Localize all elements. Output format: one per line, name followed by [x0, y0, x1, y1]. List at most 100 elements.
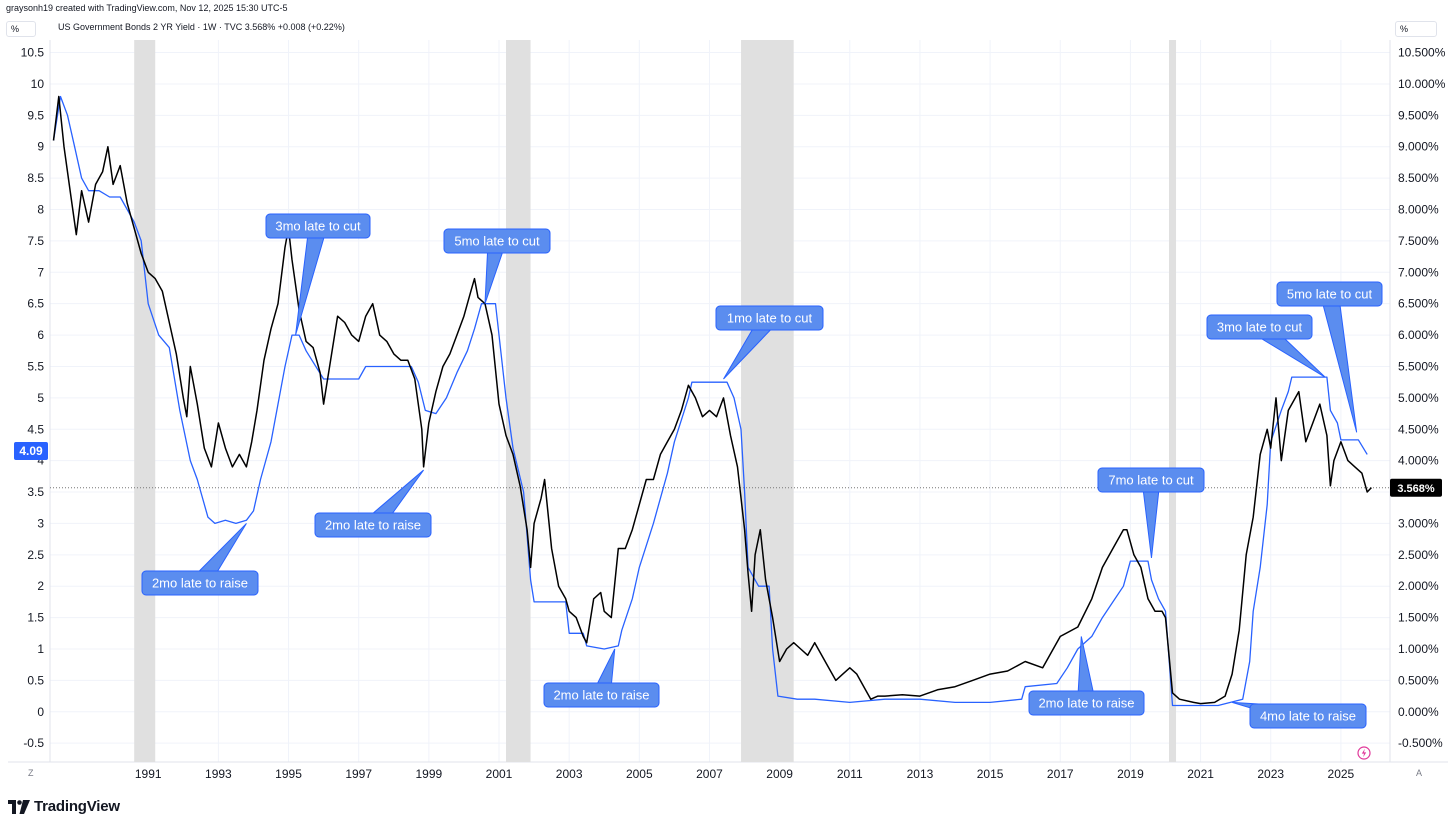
callout-text: 5mo late to cut [454, 234, 540, 249]
annotation-callout: 5mo late to cut [443, 228, 551, 304]
y-tick-label-right: 6.500% [1398, 297, 1439, 311]
y-tick-label-left: 6 [37, 328, 44, 342]
y-tick-label-right: 8.000% [1398, 203, 1439, 217]
x-tick-label: 2003 [556, 767, 583, 781]
y-tick-label-left: 5.5 [27, 359, 44, 373]
y-tick-label-left: 5 [37, 391, 44, 405]
callout-box [265, 213, 371, 239]
y-tick-label-left: 9.5 [27, 108, 44, 122]
annotation-callout: 2mo late to raise [543, 648, 660, 708]
y-tick-label-left: 4 [37, 454, 44, 468]
left-unit-label[interactable]: % [6, 21, 36, 37]
x-tick-label: 1995 [275, 767, 302, 781]
y-tick-label-left: 7.5 [27, 234, 44, 248]
callout-box [1097, 467, 1205, 493]
y-tick-label-left: 7 [37, 265, 44, 279]
annotation-callout: 5mo late to cut [1276, 281, 1383, 433]
auto-scale-button[interactable]: A [1416, 768, 1423, 778]
series-title: US Government Bonds 2 YR Yield · 1W · TV… [58, 22, 345, 32]
y-tick-label-right: 8.500% [1398, 171, 1439, 185]
y-tick-label-right: 1.000% [1398, 642, 1439, 656]
y-tick-label-left: 8.5 [27, 171, 44, 185]
y-tick-label-right: 1.500% [1398, 611, 1439, 625]
log-scale-button[interactable]: Z [28, 768, 34, 778]
annotation-callout: 7mo late to cut [1097, 467, 1205, 559]
x-tick-label: 2021 [1187, 767, 1214, 781]
callout-text: 2mo late to raise [325, 518, 421, 533]
x-tick-label: 2023 [1257, 767, 1284, 781]
y-tick-label-right: 5.000% [1398, 391, 1439, 405]
x-tick-label: 1997 [345, 767, 372, 781]
y-tick-label-right: 10.000% [1398, 77, 1446, 91]
annotation-callout: 2mo late to raise [314, 469, 432, 538]
tradingview-logo[interactable]: TradingView [8, 798, 120, 815]
y-tick-label-left: 10 [31, 77, 45, 91]
x-tick-label: 2019 [1117, 767, 1144, 781]
y-tick-label-left: 0 [37, 705, 44, 719]
y-tick-label-right: 2.000% [1398, 579, 1439, 593]
y-tick-label-right: -0.500% [1398, 736, 1443, 750]
y-tick-label-left: -0.5 [23, 736, 44, 750]
annotation-callouts: 3mo late to cut 5mo late to cut 1mo late t… [141, 213, 1383, 729]
y-tick-label-left: 6.5 [27, 297, 44, 311]
annotation-callout: 4mo late to raise [1232, 701, 1367, 729]
x-tick-label: 2005 [626, 767, 653, 781]
callout-text: 1mo late to cut [727, 311, 813, 326]
y-tick-label-right: 7.500% [1398, 234, 1439, 248]
y-tick-label-right: 10.500% [1398, 46, 1446, 60]
y-tick-label-left: 2.5 [27, 548, 44, 562]
y-tick-label-left: 4.5 [27, 422, 44, 436]
recession-band [741, 40, 794, 762]
callout-text: 2mo late to raise [152, 576, 248, 591]
y-tick-label-right: 4.000% [1398, 454, 1439, 468]
yield-series-line [52, 95, 1372, 705]
recession-bands [134, 40, 1177, 762]
last-price-value: 3.568% [1397, 483, 1435, 495]
callout-box [314, 512, 432, 538]
callout-box [1276, 281, 1383, 307]
y-tick-label-right: 3.000% [1398, 516, 1439, 530]
callout-box [1206, 314, 1313, 340]
callout-text: 2mo late to raise [1038, 696, 1134, 711]
y-tick-label-left: 8 [37, 203, 44, 217]
x-tick-label: 2009 [766, 767, 793, 781]
x-tick-label: 1993 [205, 767, 232, 781]
axis-labels: 10.5 10.500%10 10.000%9.5 9.500%9 9.000%8.5 8… [21, 46, 1446, 781]
y-tick-label-right: 0.000% [1398, 705, 1439, 719]
chart-caption: graysonh19 created with TradingView.com,… [6, 3, 288, 13]
series-lines [52, 95, 1372, 707]
left-price-value: 4.09 [19, 444, 43, 458]
x-tick-label: 1991 [135, 767, 162, 781]
annotation-callout: 1mo late to cut [715, 305, 824, 380]
callout-box [543, 682, 660, 708]
y-tick-label-left: 3 [37, 516, 44, 530]
x-tick-label: 2001 [486, 767, 513, 781]
rate-series-line [52, 95, 1368, 707]
callout-box [1249, 703, 1367, 729]
x-tick-label: 2011 [837, 767, 863, 781]
callout-text: 4mo late to raise [1260, 709, 1356, 724]
recession-band [1169, 40, 1177, 762]
tradingview-logo-icon [8, 799, 30, 814]
left-price-label: 4.09 [14, 442, 48, 460]
y-tick-label-left: 3.5 [27, 485, 44, 499]
recession-band [134, 40, 156, 762]
y-tick-label-right: 0.500% [1398, 673, 1439, 687]
y-tick-label-left: 9 [37, 140, 44, 154]
recession-band [506, 40, 531, 762]
y-tick-label-right: 7.000% [1398, 265, 1439, 279]
lightning-icon[interactable] [1357, 746, 1371, 760]
annotation-callout: 2mo late to raise [141, 523, 259, 596]
y-tick-label-left: 2 [37, 579, 44, 593]
callout-box [141, 570, 259, 596]
callout-box [715, 305, 824, 331]
x-tick-label: 2007 [696, 767, 723, 781]
callout-text: 2mo late to raise [553, 688, 649, 703]
right-price-label: 3.568% [1390, 478, 1442, 497]
x-tick-label: 2013 [907, 767, 934, 781]
x-tick-label: 2017 [1047, 767, 1074, 781]
callout-box [1028, 690, 1145, 716]
y-tick-label-right: 9.500% [1398, 108, 1439, 122]
right-unit-label[interactable]: % [1395, 21, 1437, 37]
